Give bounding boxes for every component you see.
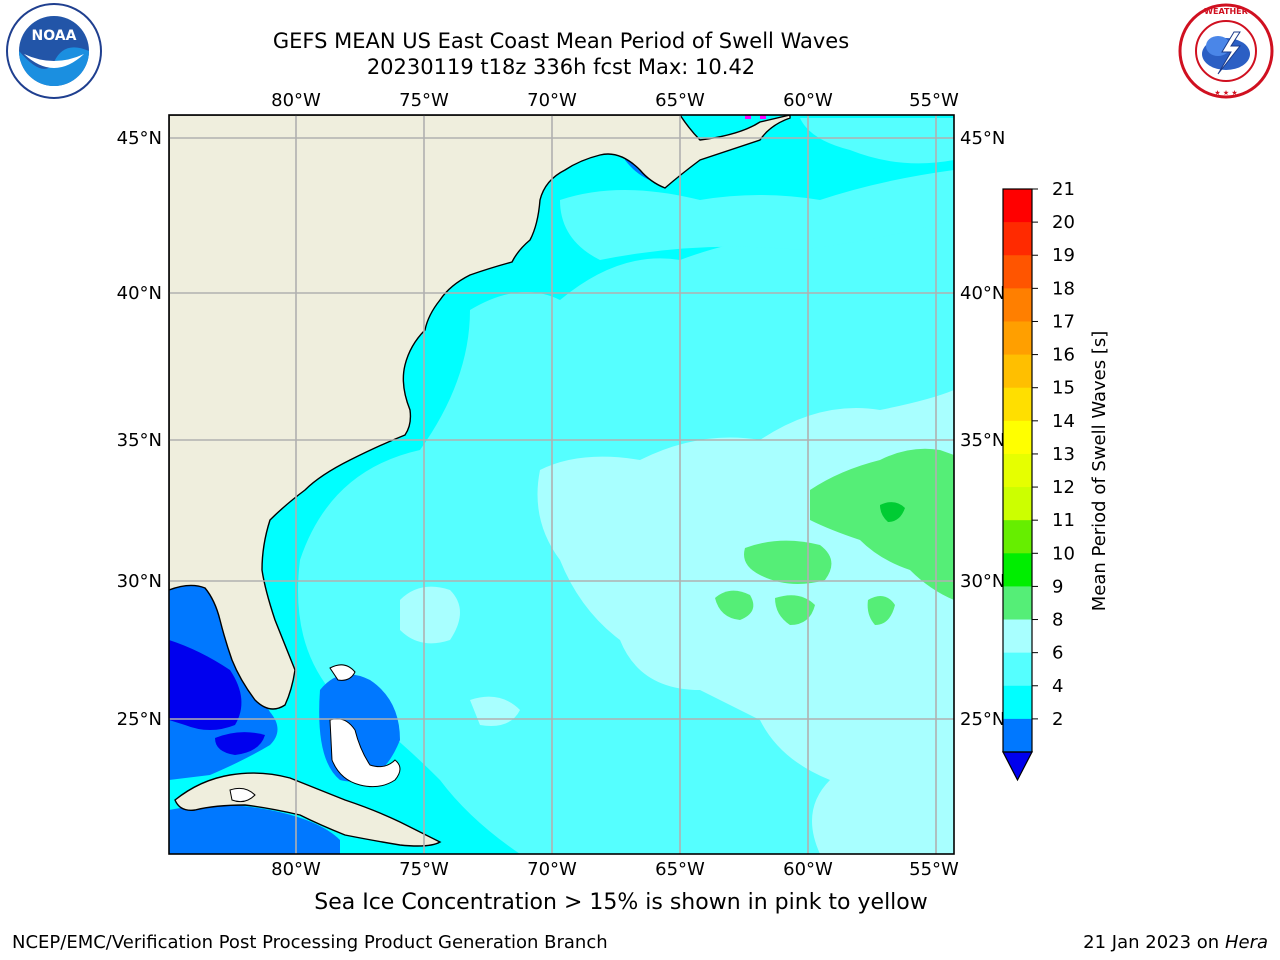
lon-label-top: 65°W bbox=[655, 90, 705, 111]
footer-credit: NCEP/EMC/Verification Post Processing Pr… bbox=[12, 932, 608, 953]
colorbar-segment bbox=[1003, 453, 1032, 488]
colorbar-segment bbox=[1003, 354, 1032, 389]
map-field bbox=[169, 115, 954, 854]
colorbar-segment bbox=[1003, 420, 1032, 455]
colorbar-extend-arrow bbox=[1002, 751, 1033, 782]
colorbar-tick-label: 14 bbox=[1052, 411, 1075, 432]
colorbar-segment bbox=[1003, 487, 1032, 521]
map-subtitle: 20230119 t18z 336h fcst Max: 10.42 bbox=[366, 55, 756, 79]
map-frame bbox=[168, 114, 955, 855]
colorbar-segment bbox=[1003, 586, 1032, 621]
footer-date: 21 Jan 2023 on Hera bbox=[1083, 932, 1268, 953]
colorbar-segment bbox=[1003, 189, 1032, 223]
colorbar-tick-label: 2 bbox=[1052, 709, 1063, 730]
colorbar-tick-label: 6 bbox=[1052, 643, 1063, 664]
lat-label-right: 30°N bbox=[960, 571, 1005, 592]
colorbar-tick-label: 21 bbox=[1052, 179, 1075, 200]
lon-label-bottom: 75°W bbox=[399, 859, 449, 880]
sea-ice-note: Sea Ice Concentration > 15% is shown in … bbox=[0, 890, 1280, 915]
lon-label-top: 75°W bbox=[399, 90, 449, 111]
lat-label-right: 25°N bbox=[960, 709, 1005, 730]
colorbar-tick-label: 10 bbox=[1052, 543, 1075, 564]
lon-label-bottom: 65°W bbox=[655, 859, 705, 880]
map-title: GEFS MEAN US East Coast Mean Period of S… bbox=[272, 29, 850, 53]
colorbar-tick-label: 13 bbox=[1052, 444, 1075, 465]
colorbar-segment bbox=[1003, 685, 1032, 720]
colorbar-tick-label: 8 bbox=[1052, 610, 1063, 631]
lat-label-right: 35°N bbox=[960, 430, 1005, 451]
lat-label-left: 45°N bbox=[117, 128, 162, 149]
colorbar: 21 20 19 18 17 16 15 14 13 12 11 10 9 8 6 4 2 bbox=[1002, 179, 1075, 782]
colorbar-frame bbox=[1002, 188, 1033, 753]
colorbar-tick-label: 12 bbox=[1052, 477, 1075, 498]
lon-label-bottom: 60°W bbox=[783, 859, 833, 880]
colorbar-segment bbox=[1003, 718, 1032, 753]
swell-field-9-10 bbox=[810, 448, 954, 600]
colorbar-tick-label: 9 bbox=[1052, 576, 1063, 597]
lon-label-bottom: 55°W bbox=[909, 859, 959, 880]
sea-ice-note-text: Sea Ice Concentration > 15% is shown in … bbox=[314, 890, 928, 915]
colorbar-tick-label: 18 bbox=[1052, 278, 1075, 299]
noaa-logo-text: NOAA bbox=[32, 28, 77, 44]
bahamas-land bbox=[329, 718, 401, 788]
svg-text:WEATHER: WEATHER bbox=[1204, 7, 1248, 16]
noaa-logo: NOAA bbox=[6, 3, 102, 99]
colorbar-segment bbox=[1003, 222, 1032, 256]
colorbar-segment bbox=[1003, 321, 1032, 356]
colorbar-segment bbox=[1003, 652, 1032, 687]
lon-label-top: 80°W bbox=[271, 90, 321, 111]
colorbar-tick-label: 20 bbox=[1052, 212, 1075, 233]
lon-label-bottom: 70°W bbox=[527, 859, 577, 880]
footer-date-text: 21 Jan 2023 on bbox=[1083, 932, 1225, 953]
lat-label-right: 45°N bbox=[960, 128, 1005, 149]
colorbar-tick-label: 16 bbox=[1052, 345, 1075, 366]
colorbar-segment bbox=[1003, 387, 1032, 422]
nws-logo: WEATHER ★ ★ ★ bbox=[1178, 3, 1274, 99]
colorbar-tick-label: 4 bbox=[1052, 676, 1063, 697]
lat-label-right: 40°N bbox=[960, 283, 1005, 304]
lon-label-top: 60°W bbox=[783, 90, 833, 111]
colorbar-tick-label: 17 bbox=[1052, 311, 1075, 332]
lat-label-left: 40°N bbox=[117, 283, 162, 304]
map-gridlines bbox=[169, 115, 954, 854]
north-america-land bbox=[169, 115, 791, 710]
footer-host: Hera bbox=[1224, 932, 1268, 953]
lat-label-left: 30°N bbox=[117, 571, 162, 592]
lon-label-top: 70°W bbox=[527, 90, 577, 111]
lat-label-left: 25°N bbox=[117, 709, 162, 730]
colorbar-segment bbox=[1003, 520, 1032, 554]
lon-label-bottom: 80°W bbox=[271, 859, 321, 880]
colorbar-label: Mean Period of Swell Waves [s] bbox=[1089, 331, 1110, 612]
lat-label-left: 35°N bbox=[117, 430, 162, 451]
colorbar-segment bbox=[1003, 288, 1032, 322]
svg-text:★ ★ ★: ★ ★ ★ bbox=[1214, 89, 1237, 97]
lon-label-top: 55°W bbox=[909, 90, 959, 111]
colorbar-tick-label: 15 bbox=[1052, 378, 1075, 399]
colorbar-segment bbox=[1003, 255, 1032, 289]
colorbar-segment bbox=[1003, 553, 1032, 587]
colorbar-segment bbox=[1003, 619, 1032, 654]
colorbar-tick-label: 19 bbox=[1052, 245, 1075, 266]
colorbar-tick-label: 11 bbox=[1052, 510, 1075, 531]
